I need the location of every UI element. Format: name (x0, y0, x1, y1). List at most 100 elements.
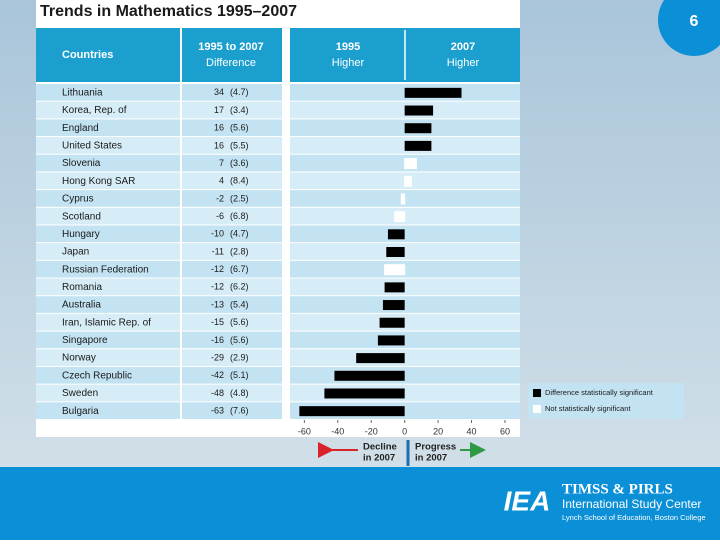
row-bg (182, 137, 282, 154)
difference-label: -6 (216, 211, 224, 221)
row-bg (36, 366, 180, 384)
logo: IEA (504, 485, 551, 516)
bar (299, 406, 405, 417)
header-text: 1995 to 2007 (198, 41, 263, 53)
bar (400, 193, 406, 205)
se-label: (8.4) (230, 176, 249, 186)
se-label: (5.5) (230, 140, 249, 150)
footer-title: TIMSS & PIRLS (562, 481, 673, 497)
difference-label: -10 (211, 229, 224, 239)
se-label: (6.7) (230, 264, 249, 274)
row-bg (36, 313, 180, 331)
difference-label: -13 (211, 299, 224, 309)
slide-number: 6 (690, 13, 699, 30)
country-label: Hong Kong SAR (62, 176, 135, 187)
row-bg (182, 331, 282, 349)
country-label: Romania (62, 282, 102, 293)
bar (379, 317, 405, 328)
bar (387, 229, 405, 240)
header-text: Higher (447, 57, 480, 69)
se-label: (5.6) (230, 123, 249, 133)
bar (386, 247, 405, 257)
row-bg (290, 243, 520, 260)
row-bg (182, 402, 282, 419)
country-label: England (62, 123, 99, 134)
row-bg (290, 366, 520, 384)
se-label: (2.8) (230, 246, 249, 256)
se-label: (2.5) (230, 193, 249, 203)
row-bg (290, 331, 520, 349)
row-bg (36, 207, 180, 225)
row-bg (36, 84, 180, 101)
row-bg (182, 154, 282, 172)
legend-swatch (533, 389, 541, 397)
x-tick-label: 20 (433, 426, 443, 436)
row-bg (182, 84, 282, 101)
header-text: Higher (332, 57, 365, 69)
row-bg (36, 137, 180, 154)
country-label: Slovenia (62, 158, 101, 169)
country-label: Czech Republic (62, 370, 132, 381)
se-label: (5.1) (230, 370, 249, 380)
country-label: Russian Federation (62, 264, 149, 275)
row-bg (182, 349, 282, 366)
difference-label: -2 (216, 193, 224, 203)
x-tick-label: 40 (467, 426, 477, 436)
row-bg (182, 243, 282, 260)
row-bg (36, 278, 180, 296)
bar (356, 353, 405, 364)
chart-title: Trends in Mathematics 1995–2007 (40, 3, 297, 20)
difference-label: -63 (211, 406, 224, 416)
footer-subtitle: International Study Center (562, 497, 701, 511)
row-bg (290, 296, 520, 313)
bar (404, 158, 417, 170)
bar (404, 123, 432, 134)
difference-label: -11 (212, 246, 224, 256)
row-bg (36, 296, 180, 313)
country-label: Australia (62, 300, 101, 311)
se-label: (3.6) (230, 158, 249, 168)
row-bg (182, 296, 282, 313)
bar (377, 335, 405, 346)
country-label: Scotland (62, 211, 101, 222)
row-bg (182, 366, 282, 384)
se-label: (6.2) (230, 282, 249, 292)
row-bg (36, 154, 180, 172)
row-bg (182, 190, 282, 207)
difference-label: 16 (214, 123, 224, 133)
country-label: Sweden (62, 388, 98, 399)
plot: -60 -40 -20 0 20 40 60 Lithuania 34 (4.7) Korea, R… (36, 84, 684, 436)
annotation: Decline (363, 442, 397, 453)
row-bg (182, 119, 282, 137)
country-label: Lithuania (62, 87, 103, 98)
x-tick-label: -60 (298, 426, 311, 436)
difference-label: 4 (219, 176, 224, 186)
bar (384, 264, 406, 276)
se-label: (2.9) (230, 352, 249, 362)
row-bg (36, 225, 180, 243)
se-label: (4.7) (230, 229, 249, 239)
row-bg (36, 243, 180, 260)
country-label: Iran, Islamic Rep. of (62, 317, 151, 328)
bar (404, 175, 412, 187)
difference-label: 34 (214, 87, 224, 97)
difference-label: -29 (211, 352, 224, 362)
difference-label: 7 (219, 158, 224, 168)
se-label: (5.6) (230, 317, 249, 327)
country-label: Norway (62, 353, 96, 364)
header-text: Difference (206, 57, 256, 69)
header-cell (182, 28, 282, 82)
difference-label: 16 (214, 140, 224, 150)
row-bg (290, 278, 520, 296)
footer-band (0, 467, 720, 540)
row-bg (182, 260, 282, 278)
bar (384, 282, 405, 293)
country-label: Japan (62, 247, 89, 258)
difference-label: -12 (211, 264, 224, 274)
bar (404, 140, 432, 151)
difference-label: -15 (211, 317, 224, 327)
bar (404, 87, 462, 98)
footer-affiliation: Lynch School of Education, Boston Colleg… (562, 513, 706, 522)
se-label: (5.4) (230, 299, 249, 309)
row-bg (182, 225, 282, 243)
